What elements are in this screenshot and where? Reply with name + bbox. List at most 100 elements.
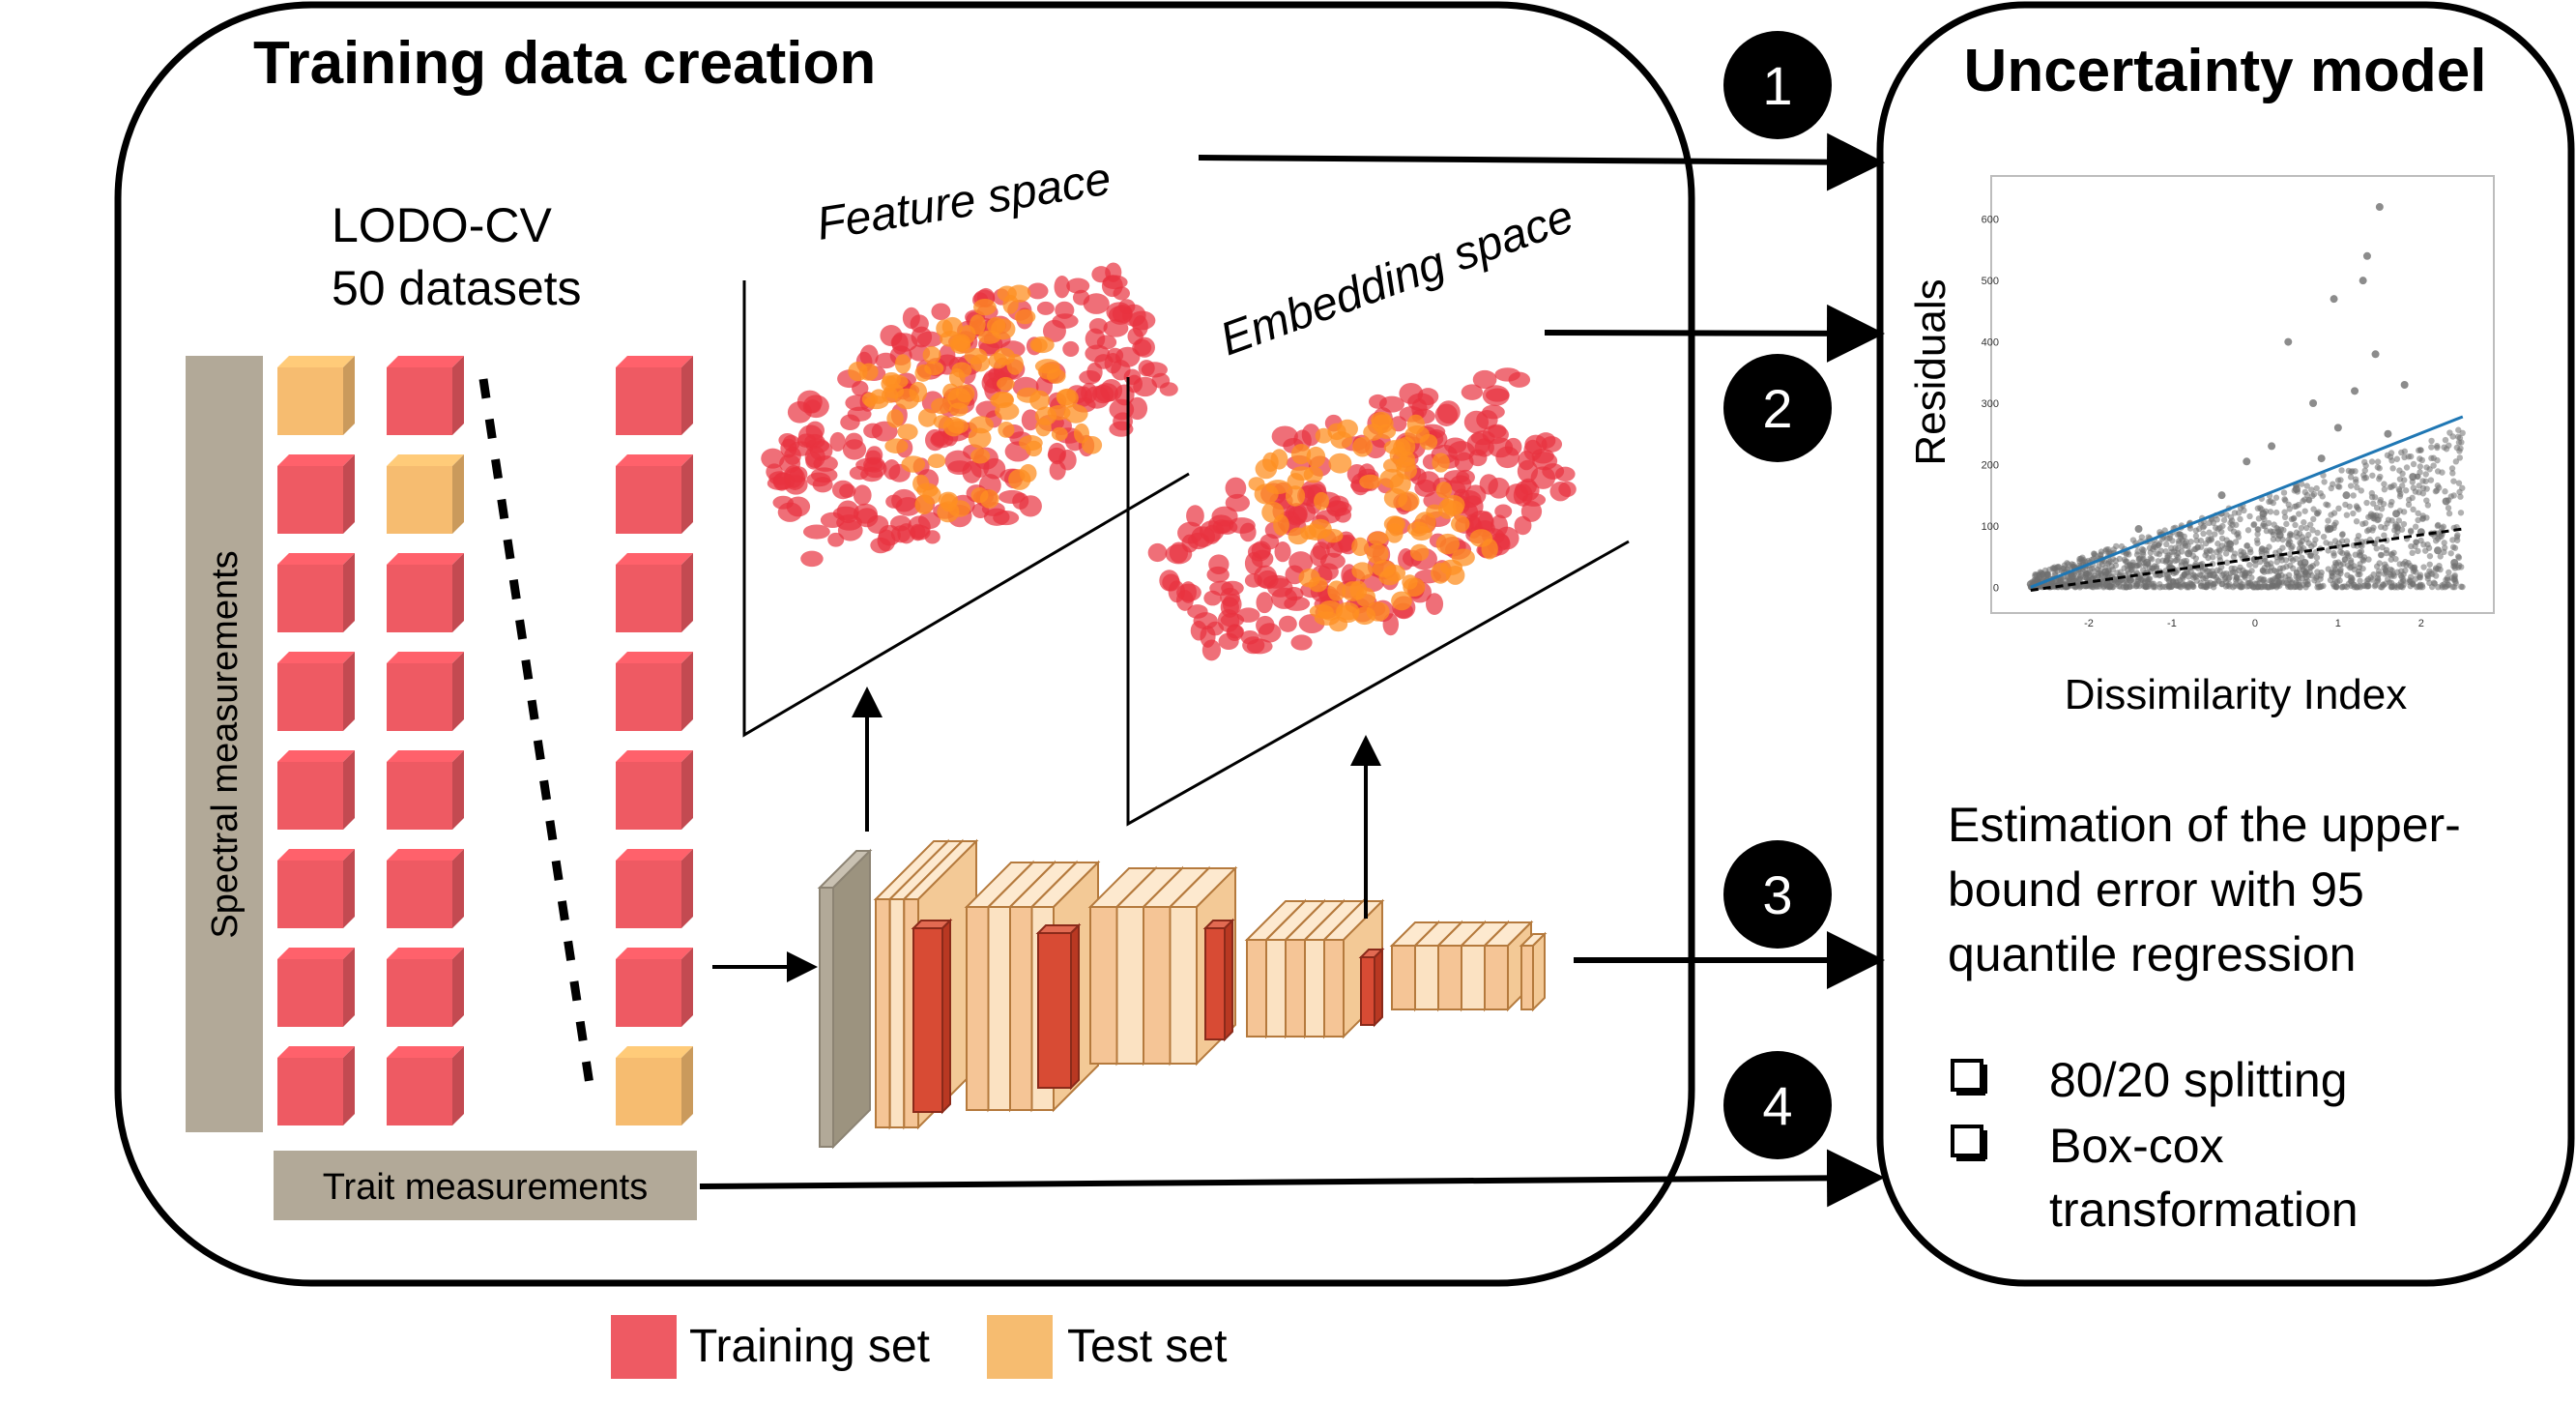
chart-cloud-point [2265,519,2272,527]
chart-cloud-point [2200,583,2208,591]
space-point-test [937,501,960,523]
chart-cloud-point [2428,444,2435,451]
chart-cloud-point [2375,576,2382,583]
chart-cloud-point [2162,547,2169,555]
input-layer [817,848,873,1150]
chart-cloud-point [2288,532,2295,539]
space-point-training [1518,450,1535,471]
space-point-test [1056,389,1077,406]
chart-cloud-point [2337,477,2344,483]
step-2-badge: 2 [1723,354,1832,462]
checklist-text: Box-cox [2049,1119,2224,1173]
chart-cloud-point [2459,484,2466,491]
space-point-test [1285,485,1306,507]
chart-cloud-point [2218,528,2225,536]
chart-cloud-point [2376,476,2383,482]
space-point-training [1274,541,1291,563]
space-point-training [947,460,972,476]
chart-cloud-point [2417,447,2424,453]
space-point-training [1190,620,1207,641]
chart-cloud-point [2387,570,2394,578]
space-point-training [1199,520,1225,542]
chart-cloud-point [2074,570,2082,576]
space-point-test [882,371,901,388]
chart-cloud-point [2459,583,2466,591]
space-point-training [1132,315,1148,337]
chart-cloud-point [2374,458,2382,465]
step-1-badge: 1 [1723,31,1832,139]
chart-cloud-point [2234,531,2241,538]
chart-cloud-point [2300,498,2306,505]
chart-data-point [2134,525,2143,534]
space-point-test [955,384,975,403]
chart-cloud-point [2103,546,2110,553]
svg-text:1: 1 [1762,55,1792,116]
space-point-test [992,391,1014,407]
description-line: Estimation of the upper- [1948,798,2461,852]
chart-cloud-point [2064,560,2070,567]
space-point-test [1248,477,1265,491]
space-point-test [1469,529,1493,547]
legend-label-training: Training set [689,1321,930,1372]
chart-cloud-point [2417,463,2424,470]
space-point-test [1029,390,1051,411]
chart-x-tick-label: -1 [2167,618,2177,629]
chart-cloud-point [2173,551,2180,559]
chart-cloud-point [2449,583,2456,591]
chart-cloud-point [2407,528,2415,536]
chart-cloud-point [2144,577,2151,584]
space-point-training [1021,409,1040,431]
spectral-measurements-bar [186,356,263,1132]
space-point-test [1290,443,1312,465]
space-point-test [1396,461,1418,480]
space-point-training [1085,344,1110,363]
space-point-test [1335,604,1359,624]
chart-cloud-point [2338,584,2346,591]
chart-cloud-point [2040,570,2046,578]
chart-cloud-point [2362,519,2369,527]
space-point-training [827,532,845,547]
chart-cloud-point [2343,512,2351,518]
space-point-training [1549,482,1572,502]
feature-map [1035,922,1082,1091]
chart-cloud-point [2353,479,2359,485]
chart-cloud-point [2310,515,2317,523]
chart-cloud-point [2454,433,2462,440]
chart-data-point [2342,491,2351,500]
space-point-training [820,512,845,528]
chart-cloud-point [2336,568,2344,574]
legend-swatch-test [987,1315,1053,1379]
space-point-test [959,325,976,344]
space-point-training [829,431,846,452]
chart-cloud-point [2434,456,2441,464]
space-point-training [761,448,785,469]
chart-cloud-point [2219,522,2226,530]
chart-cloud-point [2342,501,2349,509]
chart-cloud-point [2436,533,2444,541]
chart-cloud-point [2291,514,2298,522]
test-set-cube [616,1046,693,1125]
chart-cloud-point [2290,565,2297,572]
chart-cloud-point [2373,504,2381,512]
uncertainty-panel-title: Uncertainty model [1964,38,2487,104]
chart-cloud-point [2380,500,2388,508]
chart-y-tick-label: 100 [1982,521,1999,533]
chart-cloud-point [2136,562,2143,569]
chart-cloud-point [2388,584,2394,591]
chart-cloud-point [2218,535,2226,542]
feature-space-plot: Feature space [742,154,1190,738]
chart-cloud-point [2400,509,2408,515]
chart-cloud-point [2455,553,2462,560]
chart-cloud-point [2447,493,2455,500]
chart-cloud-point [2163,541,2170,548]
chart-cloud-point [2420,564,2427,570]
chart-cloud-point [2388,483,2395,490]
space-point-training [1508,371,1531,388]
chart-cloud-point [2280,489,2288,496]
chart-cloud-point [2194,543,2201,550]
chart-cloud-point [2353,503,2360,510]
chart-cloud-point [2226,574,2233,581]
chart-cloud-point [2241,507,2247,514]
space-point-training [878,524,901,546]
space-point-training [1488,477,1510,499]
